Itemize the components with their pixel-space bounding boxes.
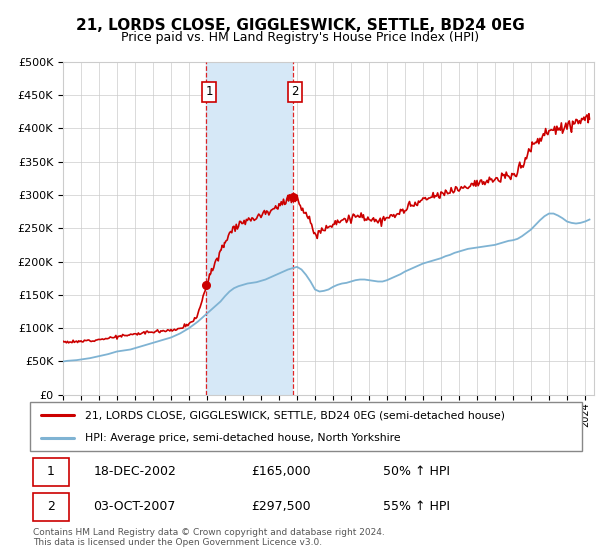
Text: HPI: Average price, semi-detached house, North Yorkshire: HPI: Average price, semi-detached house,… bbox=[85, 433, 401, 443]
Bar bbox=[206, 62, 292, 395]
Text: 2: 2 bbox=[47, 500, 55, 514]
Text: 21, LORDS CLOSE, GIGGLESWICK, SETTLE, BD24 0EG: 21, LORDS CLOSE, GIGGLESWICK, SETTLE, BD… bbox=[76, 18, 524, 33]
Text: 18-DEC-2002: 18-DEC-2002 bbox=[94, 465, 176, 478]
Text: Price paid vs. HM Land Registry's House Price Index (HPI): Price paid vs. HM Land Registry's House … bbox=[121, 31, 479, 44]
Text: 1: 1 bbox=[47, 465, 55, 478]
Text: £297,500: £297,500 bbox=[251, 500, 310, 514]
Text: 55% ↑ HPI: 55% ↑ HPI bbox=[383, 500, 450, 514]
Text: 50% ↑ HPI: 50% ↑ HPI bbox=[383, 465, 450, 478]
Text: 1: 1 bbox=[205, 85, 213, 98]
Text: 2: 2 bbox=[292, 85, 299, 98]
FancyBboxPatch shape bbox=[33, 493, 68, 521]
Text: 21, LORDS CLOSE, GIGGLESWICK, SETTLE, BD24 0EG (semi-detached house): 21, LORDS CLOSE, GIGGLESWICK, SETTLE, BD… bbox=[85, 410, 505, 421]
Text: 03-OCT-2007: 03-OCT-2007 bbox=[94, 500, 176, 514]
Text: Contains HM Land Registry data © Crown copyright and database right 2024.
This d: Contains HM Land Registry data © Crown c… bbox=[33, 528, 385, 547]
Text: £165,000: £165,000 bbox=[251, 465, 310, 478]
FancyBboxPatch shape bbox=[33, 458, 68, 486]
FancyBboxPatch shape bbox=[30, 402, 582, 451]
